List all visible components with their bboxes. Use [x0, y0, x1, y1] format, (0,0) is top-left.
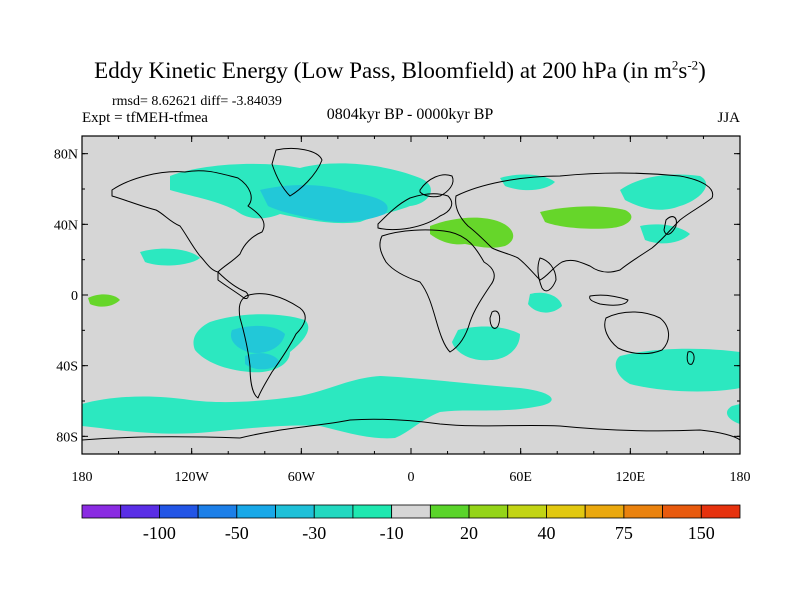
- colorbar-swatch: [391, 504, 431, 519]
- season-label: JJA: [717, 110, 740, 126]
- lon-label: 180: [730, 470, 751, 485]
- colorbar-label: -10: [380, 523, 404, 543]
- anomaly-pacific-mid: [140, 248, 200, 266]
- coastlines: [82, 147, 740, 441]
- colorbar-label: 150: [688, 523, 715, 543]
- colorbar-label: 20: [460, 523, 478, 543]
- colorbar: [81, 504, 741, 519]
- colorbar-swatch: [546, 504, 586, 519]
- colorbar-labels: -100 -50 -30 -10 20 40 75 150: [143, 523, 715, 543]
- coast-indonesia: [589, 294, 629, 306]
- coast-asia: [455, 172, 714, 281]
- lat-label: 40N: [54, 218, 78, 233]
- coast-australia: [604, 311, 669, 355]
- anomaly-south-indian: [615, 348, 740, 392]
- anomaly-central-asia: [540, 206, 632, 229]
- lat-label: 0: [71, 289, 78, 304]
- colorbar-swatch: [120, 504, 160, 519]
- lon-label: 60W: [288, 470, 316, 485]
- anomaly-southeast-pacific: [726, 404, 740, 424]
- coast-africa: [379, 229, 495, 353]
- experiment-label: Expt = tfMEH-tfmea: [82, 110, 208, 126]
- colorbar-swatch: [623, 504, 663, 519]
- anomaly-shading: [82, 163, 740, 439]
- colorbar-label: 75: [615, 523, 633, 543]
- anomaly-south-africa: [452, 326, 520, 361]
- anomaly-indian-ocean: [528, 292, 562, 313]
- longitude-axis: 180 120W 60W 0 60E 120E 180: [72, 136, 751, 485]
- colorbar-swatch: [236, 504, 276, 519]
- colorbar-swatch: [275, 504, 315, 519]
- anomaly-north-pacific-arctic: [500, 174, 555, 191]
- anomaly-south-pacific-core: [230, 325, 285, 354]
- lat-label: 40S: [56, 360, 78, 375]
- colorbar-swatch: [197, 504, 238, 519]
- colorbar-swatch: [507, 504, 547, 519]
- colorbar-swatch: [429, 504, 470, 519]
- anomaly-southern-ocean: [82, 376, 552, 439]
- anomaly-middle-east: [430, 217, 514, 248]
- coast-madagascar: [489, 310, 501, 329]
- stats-label: rmsd= 8.62621 diff= -3.84039: [112, 94, 282, 109]
- anomaly-south-pacific-core2: [245, 353, 280, 370]
- lon-label: 60E: [509, 470, 532, 485]
- coast-europe: [377, 193, 453, 230]
- colorbar-swatch: [468, 504, 509, 519]
- coast-japan: [663, 216, 677, 235]
- coast-greenland: [271, 147, 323, 197]
- anomaly-japan: [640, 224, 690, 244]
- coast-new-zealand: [686, 351, 695, 365]
- colorbar-swatch: [662, 504, 702, 519]
- chart-title: Eddy Kinetic Energy (Low Pass, Bloomfiel…: [94, 57, 706, 83]
- lat-label: 80N: [54, 148, 78, 163]
- coast-antarctica: [82, 418, 740, 441]
- colorbar-swatch: [313, 504, 354, 519]
- period-label: 0804kyr BP - 0000kyr BP: [326, 106, 494, 123]
- coast-south-america: [238, 293, 306, 399]
- coast-central-america: [217, 271, 249, 299]
- colorbar-swatch: [584, 504, 625, 519]
- colorbar-swatch: [352, 504, 393, 519]
- lon-label: 120E: [616, 470, 646, 485]
- colorbar-swatch: [700, 504, 741, 519]
- colorbar-swatch: [81, 504, 122, 519]
- coast-scandinavia: [419, 174, 454, 198]
- colorbar-label: -50: [225, 523, 249, 543]
- colorbar-label: -100: [143, 523, 176, 543]
- anomaly-east-pacific: [88, 294, 120, 307]
- colorbar-swatch: [159, 504, 199, 519]
- lon-label: 180: [72, 470, 93, 485]
- lat-label: 80S: [56, 430, 78, 445]
- coast-north-america: [111, 170, 265, 273]
- lon-label: 0: [408, 470, 415, 485]
- colorbar-label: 40: [537, 523, 555, 543]
- anomaly-east-asia: [620, 174, 707, 210]
- coast-india: [537, 257, 557, 292]
- latitude-axis: 80N 40N 0 40S 80S: [54, 148, 740, 445]
- colorbar-label: -30: [302, 523, 326, 543]
- lon-label: 120W: [175, 470, 210, 485]
